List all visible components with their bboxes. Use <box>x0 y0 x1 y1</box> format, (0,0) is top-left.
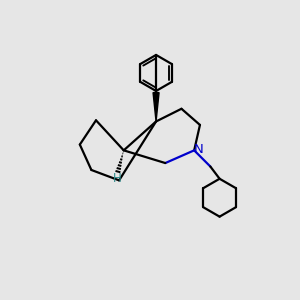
Polygon shape <box>153 93 159 122</box>
Text: H: H <box>112 172 121 184</box>
Text: N: N <box>194 143 203 156</box>
